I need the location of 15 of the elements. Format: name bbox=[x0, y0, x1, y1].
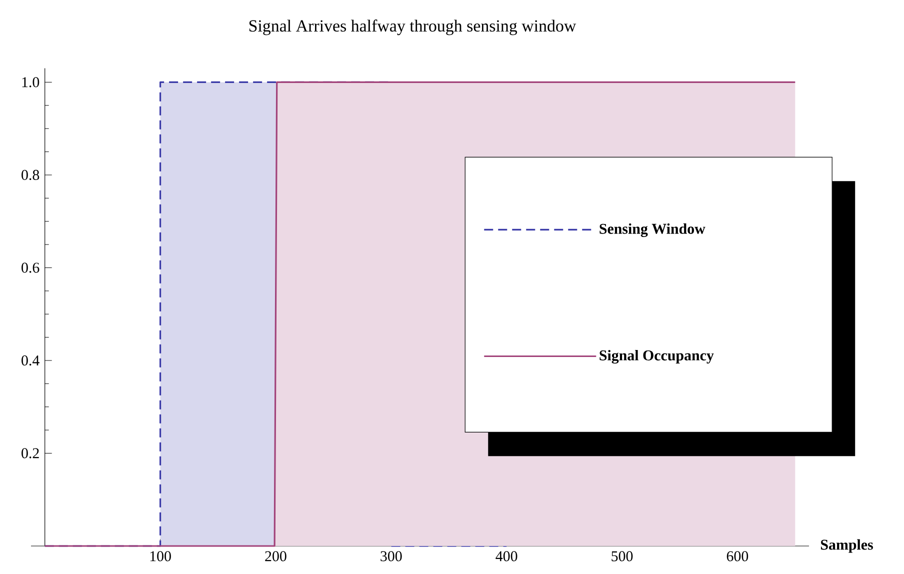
y-tick-label: 0.2 bbox=[22, 448, 39, 458]
y-tick-label: 0.6 bbox=[22, 262, 40, 273]
x-tick-label: 500 bbox=[612, 551, 633, 562]
y-tick-label: 0.8 bbox=[22, 170, 40, 180]
series-label: Signal Occupancy bbox=[600, 350, 714, 364]
x-tick-label: 600 bbox=[726, 551, 748, 562]
text: Sensing Window bbox=[600, 223, 706, 238]
x-tick-label: 200 bbox=[265, 551, 286, 562]
chart-title: Signal Arrives halfway through sensing window bbox=[249, 20, 576, 36]
x-tick-label: 300 bbox=[380, 551, 402, 562]
x-axis-title: Samples bbox=[820, 539, 873, 553]
y-tick-label: 0.4 bbox=[22, 355, 40, 366]
x-tick-label: 100 bbox=[150, 551, 171, 562]
y-tick-label: 1.0 bbox=[22, 77, 40, 88]
x-tick-label: 400 bbox=[496, 551, 518, 562]
